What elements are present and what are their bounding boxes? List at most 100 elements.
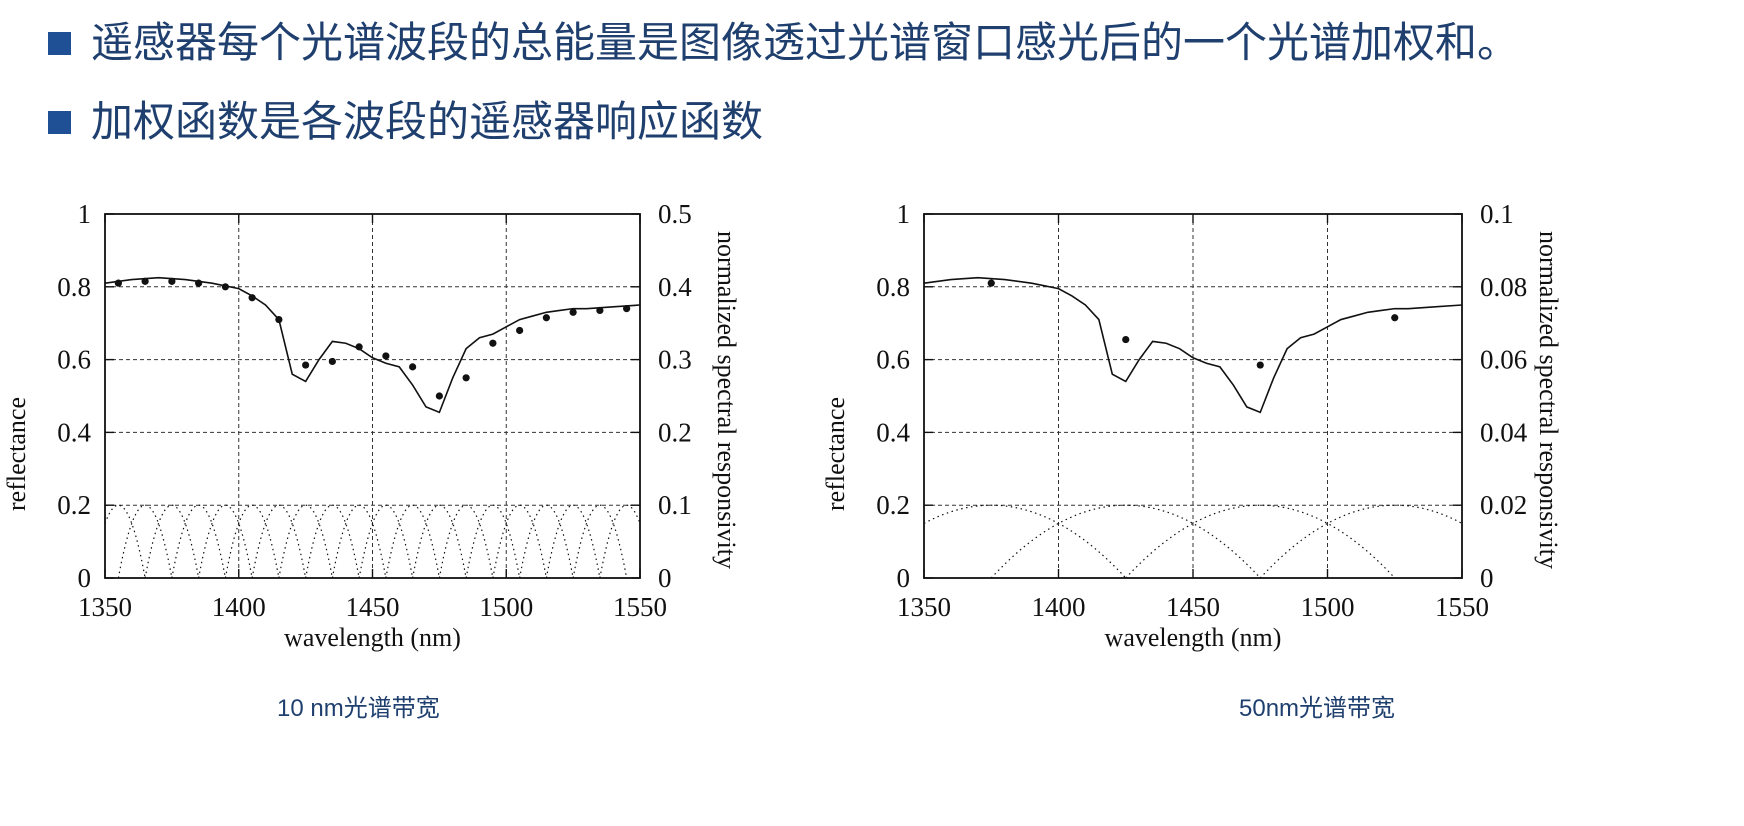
- responsivity-curve: [117, 504, 173, 579]
- y-tick-label: 0.6: [57, 345, 91, 375]
- y-tick-label: 0: [897, 563, 911, 593]
- responsivity-curve: [305, 504, 360, 579]
- responsivity-curve: [1259, 504, 1463, 579]
- responsivity-curve: [278, 504, 333, 579]
- x-tick-label: 1550: [1435, 592, 1489, 622]
- x-tick-label: 1550: [613, 592, 667, 622]
- responsivity-curve: [251, 504, 307, 579]
- caption-10nm: 10 nm光谱带宽: [277, 695, 440, 722]
- band-point: [168, 277, 176, 285]
- x-tick-label: 1400: [212, 592, 266, 622]
- band-point: [355, 343, 363, 351]
- x-tick-label: 1450: [346, 592, 400, 622]
- y2-tick-label: 0.4: [658, 272, 692, 302]
- responsivity-curve: [492, 504, 547, 579]
- grid: [105, 214, 640, 578]
- responsivity-curve: [545, 504, 601, 579]
- responsivity-curve: [923, 504, 1127, 579]
- y2-axis-label: normalized spectral responsivity: [712, 231, 741, 569]
- responsivity-curve: [331, 504, 387, 579]
- y2-tick-label: 0: [658, 563, 672, 593]
- y-tick-label: 0.4: [57, 417, 91, 447]
- responsivity-curve: [385, 504, 440, 579]
- y-tick-label: 0.4: [876, 417, 910, 447]
- y-tick-label: 0.8: [57, 272, 91, 302]
- band-point: [1256, 361, 1264, 369]
- caption-50nm: 50nm光谱带宽: [1239, 695, 1396, 722]
- y2-tick-label: 0.06: [1480, 345, 1527, 375]
- y-tick-label: 1: [78, 199, 92, 229]
- y2-tick-label: 0.3: [658, 345, 692, 375]
- responsivity-curve: [465, 504, 521, 579]
- responsivity-curve: [438, 504, 494, 579]
- responsivity-curve: [171, 504, 226, 579]
- reflectance-line: [104, 276, 641, 414]
- reflectance-line: [923, 276, 1463, 414]
- band-point: [275, 315, 283, 324]
- y-tick-label: 0.2: [57, 490, 91, 520]
- responsivity-curve: [144, 504, 200, 579]
- bullet-item-2: 加权函数是各波段的遥感器响应函数: [48, 101, 763, 143]
- band-point: [1391, 314, 1399, 322]
- y-tick-label: 1: [897, 199, 911, 229]
- y2-tick-label: 0.5: [658, 199, 692, 229]
- bullet-square-icon: [48, 110, 71, 134]
- x-tick-label: 1500: [479, 592, 533, 622]
- bullet-text-1: 遥感器每个光谱波段的总能量是图像透过光谱窗口感光后的一个光谱加权和。: [91, 18, 1520, 67]
- x-tick-label: 1400: [1032, 592, 1086, 622]
- band-point: [623, 305, 631, 313]
- band-point: [516, 326, 524, 335]
- band-points: [987, 279, 1399, 369]
- y2-tick-label: 0.02: [1480, 490, 1527, 520]
- band-point: [542, 314, 550, 322]
- band-point: [248, 294, 256, 302]
- responsivity-curve: [224, 504, 280, 579]
- responsivity-curves: [104, 504, 641, 579]
- bullet-text-2: 加权函数是各波段的遥感器响应函数: [91, 97, 764, 146]
- band-point: [302, 361, 310, 369]
- band-point: [435, 392, 443, 400]
- band-point: [221, 283, 229, 291]
- responsivity-curve: [519, 504, 574, 579]
- chart-10nm: 1350 1400 1450 1500 155000.20.40.60.8100.10.…: [2, 199, 741, 652]
- band-point: [409, 363, 417, 371]
- responsivity-curve: [358, 504, 414, 579]
- y2-tick-label: 0.2: [658, 417, 692, 447]
- x-tick-label: 1450: [1166, 592, 1220, 622]
- tick-marks: [104, 213, 641, 579]
- y-tick-label: 0.8: [876, 272, 910, 302]
- band-point: [141, 277, 149, 285]
- band-points: [114, 277, 631, 400]
- y-tick-label: 0: [78, 563, 92, 593]
- band-point: [569, 308, 577, 316]
- x-tick-label: 1500: [1301, 592, 1355, 622]
- responsivity-curve: [198, 504, 253, 579]
- x-axis-label: wavelength (nm): [284, 623, 461, 652]
- responsivity-curve: [572, 504, 628, 579]
- y2-tick-label: 0.04: [1480, 417, 1528, 447]
- bullet-item-1: 遥感器每个光谱波段的总能量是图像透过光谱窗口感光后的一个光谱加权和。: [48, 22, 1519, 64]
- responsivity-curve: [1125, 504, 1396, 579]
- band-point: [462, 374, 470, 382]
- responsivity-curve: [104, 504, 146, 579]
- y-tick-label: 0.6: [876, 345, 910, 375]
- responsivity-curve: [990, 504, 1261, 579]
- band-point: [489, 339, 497, 347]
- responsivity-curve: [599, 504, 641, 579]
- y2-tick-label: 0.08: [1480, 272, 1527, 302]
- x-tick-label: 1350: [78, 592, 132, 622]
- y2-tick-label: 0: [1480, 563, 1494, 593]
- y-axis-label: reflectance: [821, 397, 850, 511]
- y-tick-label: 0.2: [876, 490, 910, 520]
- band-point: [987, 279, 995, 287]
- bullet-square-icon: [48, 31, 71, 55]
- band-point: [596, 306, 604, 315]
- grid: [924, 214, 1462, 578]
- y2-axis-label: normalized spectral responsivity: [1534, 231, 1563, 569]
- band-point: [382, 352, 390, 360]
- band-point: [328, 357, 336, 366]
- responsivity-curves: [923, 504, 1463, 579]
- y-axis-label: reflectance: [2, 397, 31, 511]
- y2-tick-label: 0.1: [658, 490, 692, 520]
- x-axis-label: wavelength (nm): [1105, 623, 1282, 652]
